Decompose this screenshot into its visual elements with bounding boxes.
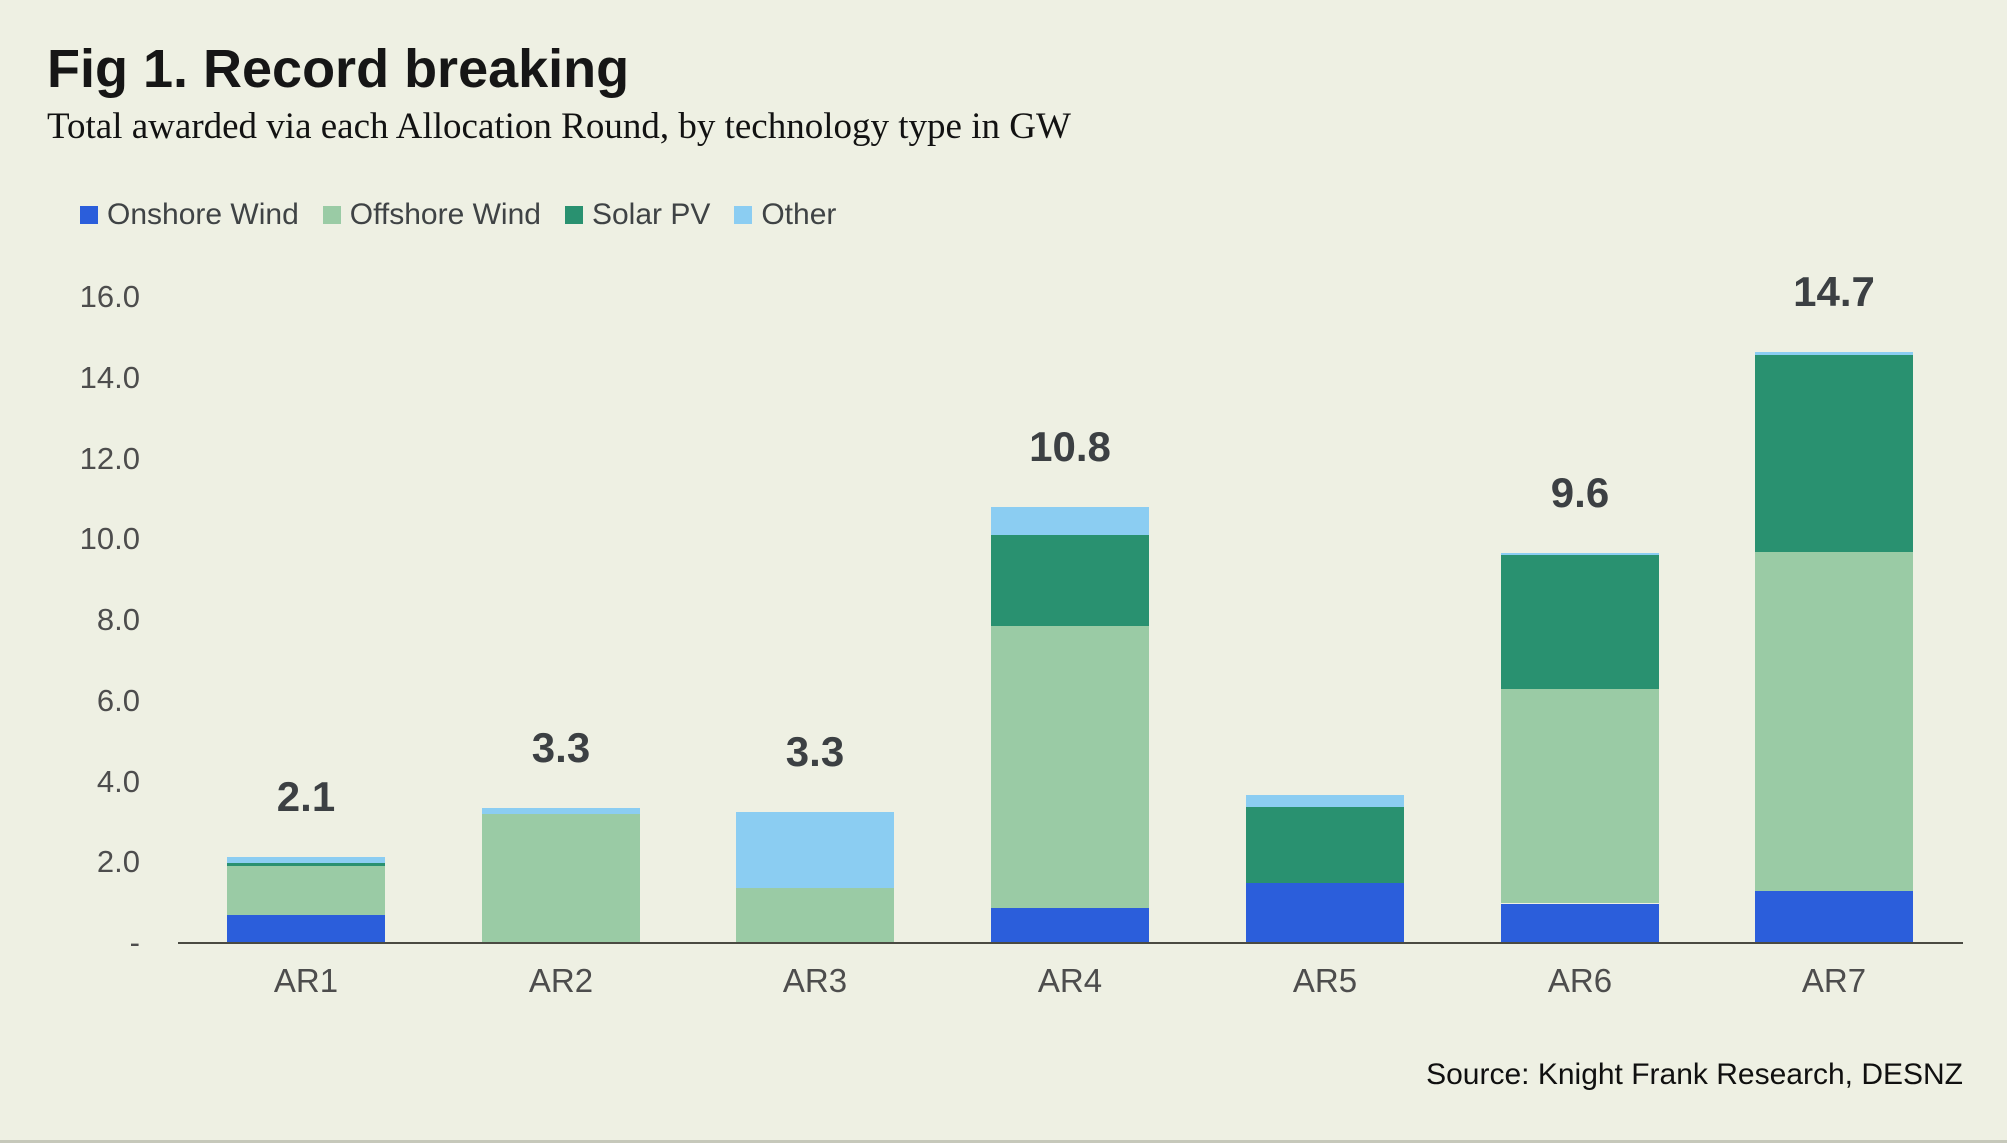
y-axis-tick-label: 14.0: [79, 360, 140, 395]
x-axis-category-label: AR6: [1547, 962, 1613, 999]
bar-segment-other-ar6: [1501, 553, 1659, 555]
legend-swatch-icon: [322, 206, 341, 224]
bar-segment-solar-pv-ar7: [1755, 355, 1913, 552]
bar-total-label: 9.6: [1550, 469, 1610, 516]
bar-segment-other-ar3: [736, 812, 894, 888]
bar-segment-onshore-wind-ar7: [1755, 891, 1913, 943]
source-note: Source: Knight Frank Research, DESNZ: [1426, 1058, 1963, 1091]
figure-subtitle: Total awarded via each Allocation Round,…: [47, 106, 1071, 147]
bar-segment-other-ar2: [482, 808, 640, 814]
legend-item-offshore-wind: Offshore Wind: [322, 198, 541, 232]
bar-segment-onshore-wind-ar4: [991, 908, 1149, 943]
bar-segment-onshore-wind-ar6: [1501, 904, 1659, 943]
bar-segment-offshore-wind-ar7: [1755, 552, 1913, 891]
legend-item-other: Other: [734, 198, 836, 232]
bar-segment-offshore-wind-ar6: [1501, 689, 1659, 903]
bar-total-label: 3.3: [531, 724, 591, 771]
legend-label: Offshore Wind: [349, 198, 541, 231]
legend-label: Solar PV: [591, 198, 711, 231]
x-axis-line: [178, 942, 1963, 944]
legend-label: Other: [761, 198, 837, 231]
bar-segment-solar-pv-ar4: [991, 535, 1149, 626]
x-axis-category-label: AR2: [528, 962, 594, 999]
y-axis-tick-label: -: [129, 925, 140, 960]
legend-item-solar-pv: Solar PV: [564, 198, 711, 232]
x-axis-category-label: AR5: [1292, 962, 1358, 999]
x-axis-category-label: AR3: [782, 962, 848, 999]
legend-label: Onshore Wind: [107, 198, 299, 231]
y-axis-tick-label: 4.0: [96, 764, 140, 799]
legend-swatch-icon: [564, 206, 583, 224]
y-axis-tick-label: 8.0: [96, 602, 140, 637]
bar-segment-offshore-wind-ar2: [482, 814, 640, 943]
y-axis-tick-label: 12.0: [79, 441, 140, 476]
bar-segment-other-ar5: [1246, 795, 1404, 807]
bar-segment-solar-pv-ar6: [1501, 555, 1659, 689]
x-axis-category-label: AR7: [1801, 962, 1867, 999]
bar-total-label: 2.1: [276, 773, 336, 820]
bar-segment-other-ar1: [227, 857, 385, 863]
bar-segment-offshore-wind-ar1: [227, 866, 385, 915]
bar-segment-solar-pv-ar5: [1246, 807, 1404, 883]
y-axis-tick-label: 10.0: [79, 521, 140, 556]
y-axis-tick-label: 2.0: [96, 844, 140, 879]
bar-total-label: 14.7: [1793, 268, 1875, 315]
bar-segment-other-ar7: [1755, 352, 1913, 355]
legend-item-onshore-wind: Onshore Wind: [80, 198, 299, 232]
bar-segment-solar-pv-ar1: [227, 863, 385, 866]
legend-swatch-icon: [734, 206, 753, 224]
y-axis-tick-label: 16.0: [79, 279, 140, 314]
x-axis-category-label: AR1: [273, 962, 339, 999]
bar-segment-onshore-wind-ar1: [227, 915, 385, 943]
x-axis-category-label: AR4: [1037, 962, 1103, 999]
bar-segment-other-ar4: [991, 507, 1149, 535]
y-axis-tick-label: 6.0: [96, 683, 140, 718]
bar-segment-offshore-wind-ar4: [991, 626, 1149, 908]
figure-title: Fig 1. Record breaking: [47, 39, 630, 99]
bar-segment-offshore-wind-ar3: [736, 888, 894, 943]
bar-segment-onshore-wind-ar5: [1246, 883, 1404, 943]
legend: Onshore Wind Offshore Wind Solar PV Other: [80, 197, 860, 233]
bar-total-label: 3.3: [785, 728, 845, 775]
legend-swatch-icon: [80, 206, 98, 224]
bar-total-label: 10.8: [1029, 423, 1111, 470]
